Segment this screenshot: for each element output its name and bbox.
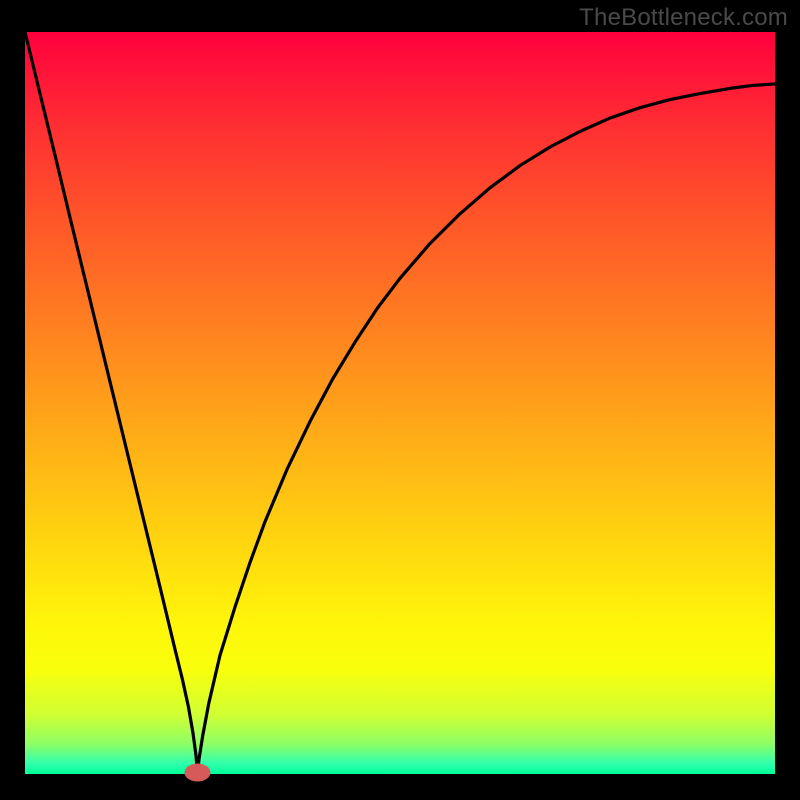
- minimum-marker: [185, 764, 211, 782]
- bottleneck-chart: [0, 0, 800, 800]
- watermark-text: TheBottleneck.com: [579, 4, 788, 32]
- chart-container: TheBottleneck.com: [0, 0, 800, 800]
- chart-plot-area: [25, 32, 775, 774]
